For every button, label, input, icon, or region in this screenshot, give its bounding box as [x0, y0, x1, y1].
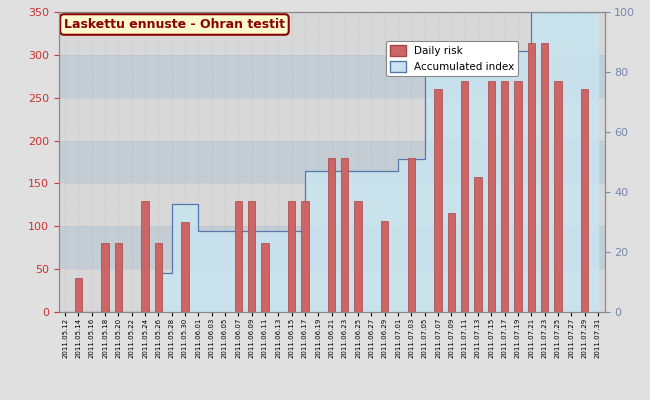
Bar — [58, 269, 604, 312]
Bar — [248, 200, 255, 312]
Bar — [115, 244, 122, 312]
Text: Laskettu ennuste - Ohran testit: Laskettu ennuste - Ohran testit — [64, 18, 285, 31]
Bar — [58, 184, 604, 226]
Bar — [554, 80, 562, 312]
Bar — [58, 140, 604, 184]
Legend: Daily risk, Accumulated index: Daily risk, Accumulated index — [386, 41, 519, 76]
Bar — [541, 43, 548, 312]
Bar — [581, 89, 588, 312]
Bar — [261, 244, 268, 312]
Bar — [528, 43, 535, 312]
Bar — [461, 80, 469, 312]
Bar — [514, 80, 521, 312]
Bar — [101, 244, 109, 312]
Bar — [474, 178, 482, 312]
Bar — [58, 226, 604, 269]
Bar — [434, 89, 442, 312]
Bar — [235, 200, 242, 312]
Bar — [75, 278, 82, 312]
Bar — [381, 221, 389, 312]
Bar — [181, 222, 188, 312]
Bar — [58, 12, 604, 55]
Bar — [328, 158, 335, 312]
Bar — [58, 98, 604, 140]
Bar — [288, 200, 295, 312]
Bar — [448, 214, 455, 312]
Bar — [488, 80, 495, 312]
Bar — [142, 200, 149, 312]
Bar — [301, 200, 309, 312]
Bar — [501, 80, 508, 312]
Bar — [341, 158, 348, 312]
Bar — [354, 200, 362, 312]
Bar — [155, 244, 162, 312]
Bar — [408, 158, 415, 312]
Bar — [58, 55, 604, 98]
